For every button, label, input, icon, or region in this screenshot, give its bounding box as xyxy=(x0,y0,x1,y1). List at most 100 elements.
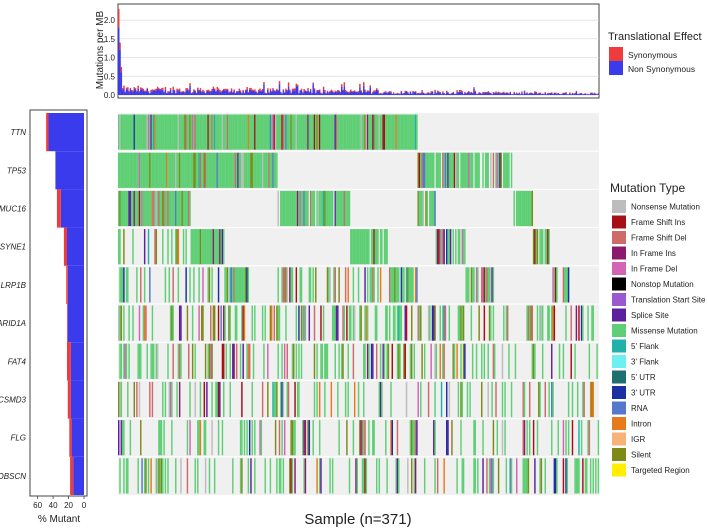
oncoprint-cell xyxy=(212,229,215,265)
oncoprint-cell xyxy=(361,229,364,265)
oncoprint-cell xyxy=(200,114,203,150)
oncoprint-cell xyxy=(396,305,399,341)
oncoprint-cell xyxy=(440,229,443,265)
oncoprint-cell xyxy=(289,114,291,150)
oncoprint-cell xyxy=(263,114,265,150)
oncoprint-cell xyxy=(123,229,125,265)
oncoprint-cell xyxy=(385,305,387,341)
oncoprint-cell xyxy=(137,152,139,188)
burden-bar-non-synonymous xyxy=(434,91,436,95)
burden-bar-non-synonymous xyxy=(481,93,483,95)
burden-bar-non-synonymous xyxy=(355,92,357,95)
oncoprint-cell xyxy=(471,267,474,303)
oncoprint-cell xyxy=(309,190,312,227)
burden-bar-non-synonymous xyxy=(155,90,158,95)
oncoprint-cell xyxy=(303,305,305,341)
oncoprint-cell xyxy=(504,381,506,418)
gene-label: SYNE1 xyxy=(0,243,26,252)
oncoprint-cell xyxy=(433,190,435,227)
burden-bar-non-synonymous xyxy=(162,89,164,95)
oncoprint-cell xyxy=(204,343,207,379)
burden-bar-non-synonymous xyxy=(455,94,457,95)
burden-bar-synonymous xyxy=(206,90,208,92)
oncoprint-cell xyxy=(382,114,384,150)
oncoprint-cell xyxy=(386,305,388,341)
oncoprint-cell xyxy=(276,381,278,418)
burden-bar-synonymous xyxy=(487,91,489,93)
oncoprint-cell xyxy=(566,458,569,494)
oncoprint-cell xyxy=(158,114,160,150)
oncoprint-cell xyxy=(596,343,598,379)
oncoprint-cell xyxy=(234,114,237,150)
oncoprint-cell xyxy=(134,190,137,227)
oncoprint-cell xyxy=(200,229,203,265)
burden-bar-non-synonymous xyxy=(548,93,550,95)
legend-swatch-non-synonymous xyxy=(609,61,623,75)
oncoprint-cell xyxy=(521,190,523,227)
oncoprint-cell xyxy=(123,267,125,303)
burden-bar-non-synonymous xyxy=(396,93,399,95)
oncoprint-cell xyxy=(243,152,246,188)
oncoprint-cell xyxy=(574,458,576,494)
burden-bar-synonymous xyxy=(321,93,324,94)
oncoprint-cell xyxy=(433,152,435,188)
oncoprint-cell xyxy=(554,267,557,303)
burden-bar-non-synonymous xyxy=(530,92,532,95)
oncoprint-cell xyxy=(132,229,134,265)
burden-bar-non-synonymous xyxy=(311,93,313,95)
oncoprint-cell xyxy=(474,420,476,456)
burden-bar-non-synonymous xyxy=(169,89,172,95)
oncoprint-cell xyxy=(456,343,458,379)
oncoprint-cell xyxy=(442,343,444,379)
oncoprint-cell xyxy=(318,420,321,456)
burden-bar-non-synonymous xyxy=(382,93,384,95)
burden-bar-non-synonymous xyxy=(360,91,362,95)
oncoprint-cell xyxy=(239,152,242,188)
burden-bar-non-synonymous xyxy=(203,92,206,95)
oncoprint-cell xyxy=(172,305,174,341)
oncoprint-cell xyxy=(177,343,180,379)
burden-bar-non-synonymous xyxy=(514,94,517,95)
oncoprint-cell xyxy=(159,190,161,227)
oncoprint-cell xyxy=(224,305,226,341)
oncoprint-cell xyxy=(191,152,194,188)
oncoprint-cell xyxy=(307,190,309,227)
oncoprint-cell xyxy=(342,305,344,341)
oncoprint-cell xyxy=(490,305,492,341)
legend-swatch-synonymous xyxy=(609,47,623,61)
oncoprint-cell xyxy=(215,381,217,418)
burden-bar-non-synonymous xyxy=(444,94,447,95)
burden-bar-synonymous xyxy=(204,93,207,94)
oncoprint-cell xyxy=(251,114,253,150)
burden-bar-synonymous xyxy=(269,88,272,91)
oncoprint-cell xyxy=(219,114,221,150)
oncoprint-cell xyxy=(337,381,339,418)
oncoprint-cell xyxy=(194,152,196,188)
burden-bar-non-synonymous xyxy=(452,92,454,95)
oncoprint-cell xyxy=(147,229,150,265)
oncoprint-cell xyxy=(186,305,189,341)
oncoprint-cell xyxy=(347,114,349,150)
burden-bar-non-synonymous xyxy=(373,91,375,95)
oncoprint-cell xyxy=(145,190,147,227)
burden-bar-synonymous xyxy=(212,86,215,89)
burden-bar-synonymous xyxy=(318,89,321,92)
oncoprint-cell xyxy=(226,152,229,188)
burden-bar-synonymous xyxy=(277,90,279,92)
oncoprint-cell xyxy=(273,152,276,188)
burden-bar-non-synonymous xyxy=(391,94,394,95)
burden-bar-non-synonymous xyxy=(420,93,422,95)
burden-bar-non-synonymous xyxy=(409,91,412,95)
burden-bar-non-synonymous xyxy=(322,89,325,95)
oncoprint-cell xyxy=(164,267,167,303)
oncoprint-cell xyxy=(140,267,142,303)
oncoprint-cell xyxy=(258,114,260,150)
oncoprint-cell xyxy=(199,114,202,150)
oncoprint-cell xyxy=(427,305,430,341)
oncoprint-cell xyxy=(254,305,256,341)
burden-bar-non-synonymous xyxy=(293,90,295,95)
oncoprint-cell xyxy=(329,458,331,494)
burden-bar-non-synonymous xyxy=(478,92,480,95)
gene-label: TTN xyxy=(10,128,26,137)
